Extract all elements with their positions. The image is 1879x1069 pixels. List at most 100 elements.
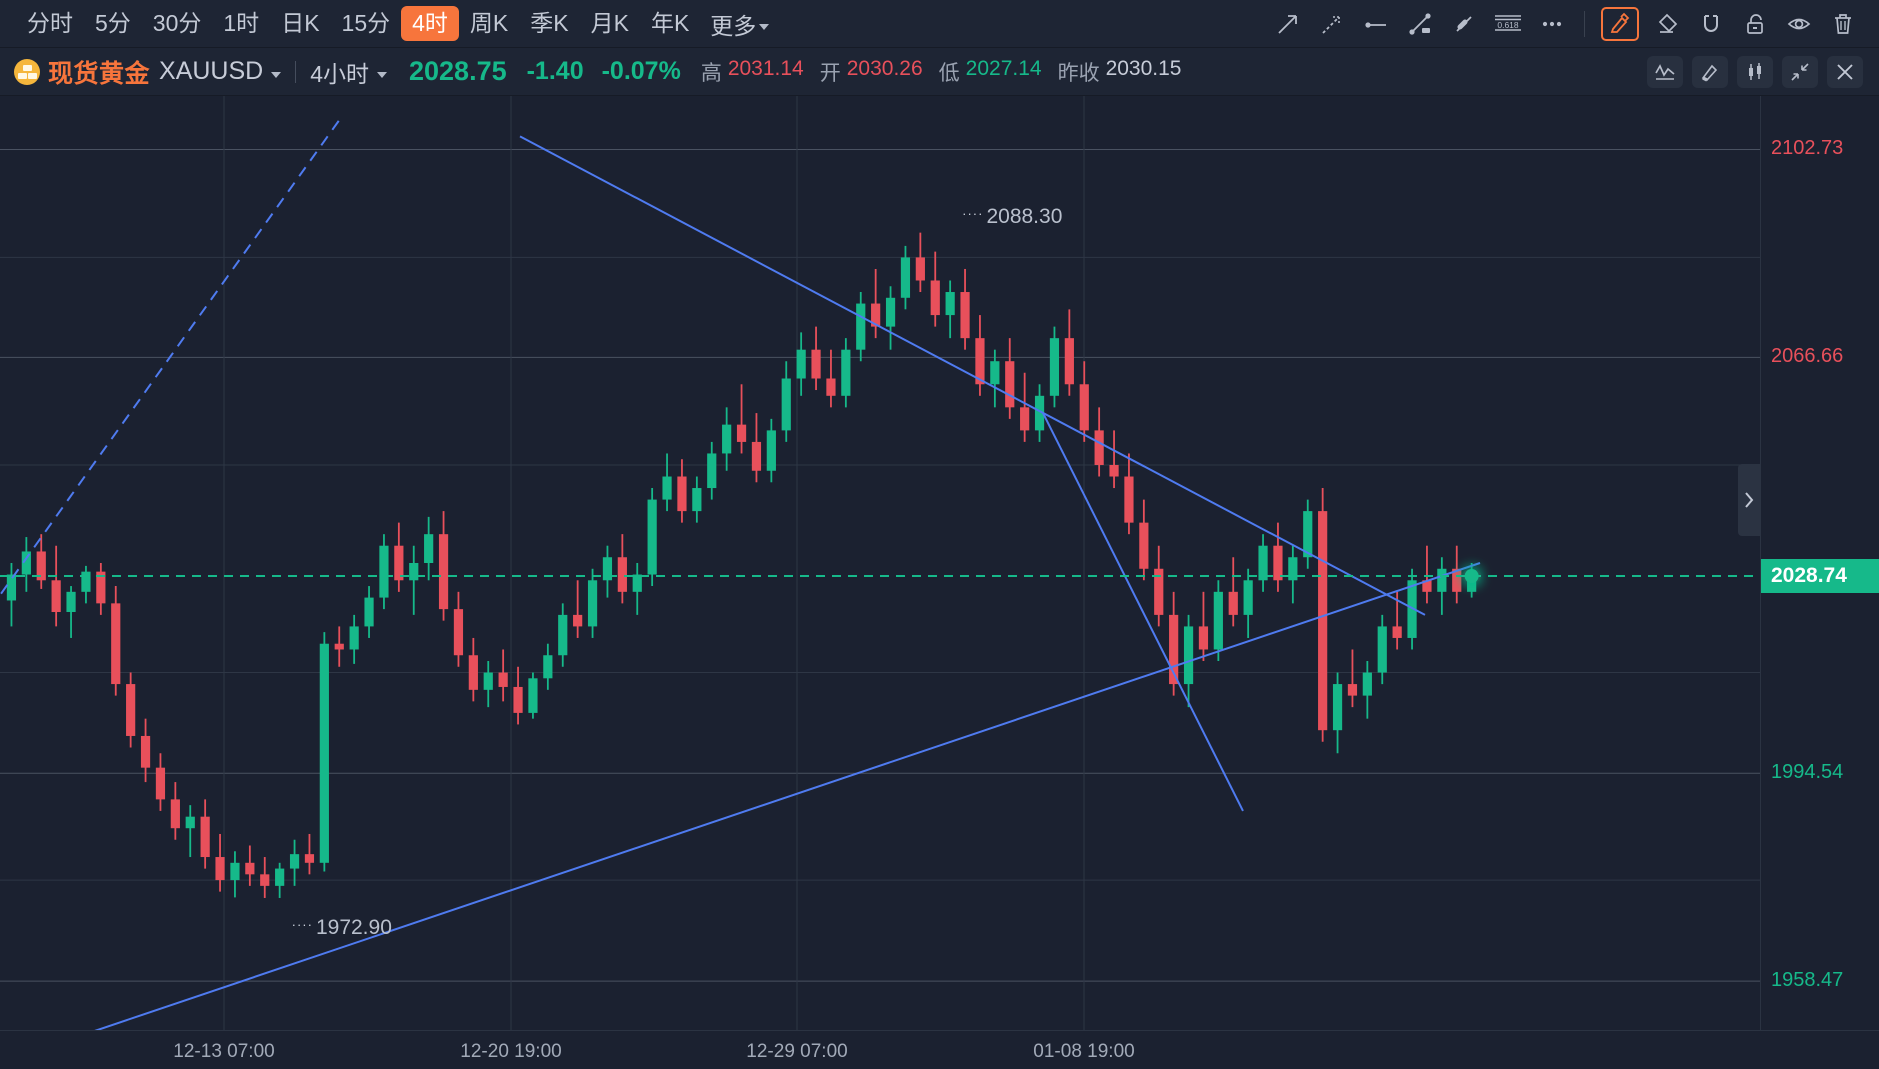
price-axis[interactable]: 2102.73 2066.66 1994.54 1958.47 2028.74	[1760, 96, 1879, 1069]
ohlc-stats: 高 2031.14 开 2030.26 低 2027.14 昨收 2030.15	[701, 57, 1191, 87]
candle-body	[6, 574, 17, 601]
candle-body	[736, 424, 747, 442]
period-chevron-down-icon[interactable]	[377, 71, 387, 78]
close-icon[interactable]	[1827, 55, 1863, 88]
candle-body	[871, 303, 881, 327]
timeframe-0[interactable]: 分时	[27, 10, 73, 36]
fibonacci-icon[interactable]: 0.618	[1486, 4, 1530, 44]
eraser-icon[interactable]	[1645, 4, 1689, 44]
candle-body	[349, 626, 359, 650]
price-tick-0: 2102.73	[1771, 137, 1844, 160]
panel-expand-button[interactable]	[1738, 464, 1760, 536]
more-dots-icon[interactable]	[1530, 4, 1574, 44]
timeframe-10[interactable]: 年K	[650, 10, 690, 36]
candle-body	[1094, 430, 1104, 465]
candle-body	[617, 557, 627, 592]
candle-body	[945, 292, 955, 316]
candle-series	[6, 232, 1477, 898]
candle-body	[1452, 568, 1462, 592]
candle-body	[662, 476, 672, 500]
last-price: 2028.75	[409, 56, 507, 86]
timeframe-7[interactable]: 周K	[469, 10, 509, 36]
timeframe-3[interactable]: 1时	[223, 10, 260, 36]
gold-bars-icon	[14, 58, 40, 85]
indicator-icon[interactable]	[1647, 55, 1683, 88]
annotation-low-label: ···· 1972.90	[292, 916, 392, 940]
candle-body	[304, 854, 315, 863]
candle-body	[990, 361, 1000, 385]
segment-rect-icon[interactable]	[1398, 4, 1442, 44]
timeframe-6[interactable]: 4时	[401, 6, 459, 41]
timeframe-4[interactable]: 日K	[281, 10, 320, 36]
symbol-code: XAUUSD	[159, 57, 264, 85]
candle-body	[677, 476, 687, 512]
candle-body	[126, 684, 136, 736]
candle-body	[1213, 591, 1223, 650]
chart-area[interactable]: 2102.73 2066.66 1994.54 1958.47 2028.74 12-1…	[0, 96, 1879, 1069]
time-tick-1: 12-20 19:00	[460, 1041, 562, 1062]
current-price-marker	[1464, 569, 1479, 584]
candle-body	[170, 799, 180, 829]
edit-pencil-icon[interactable]	[1601, 6, 1639, 41]
trendline-breakdown-line[interactable]	[1042, 412, 1244, 812]
candle-body	[573, 614, 583, 627]
stat-value-3: 2030.15	[1105, 56, 1182, 80]
stat-label-3: 昨收	[1057, 61, 1100, 85]
stat-0: 高 2031.14	[701, 57, 804, 87]
candle-body	[513, 686, 523, 713]
candle-body	[1109, 464, 1119, 477]
trash-icon[interactable]	[1821, 4, 1865, 44]
candle-body	[900, 257, 911, 298]
symbol-chevron-down-icon[interactable]	[271, 71, 282, 78]
trend-arrow-icon[interactable]	[1266, 4, 1310, 44]
trendline-dashed-uptrend[interactable]	[0, 118, 341, 609]
chevron-down-icon	[759, 23, 770, 30]
timeframe-1[interactable]: 5分	[95, 10, 131, 36]
magnet-icon[interactable]	[1689, 4, 1733, 44]
stat-value-0: 2031.14	[727, 56, 804, 80]
parallel-channel-icon[interactable]	[1442, 4, 1486, 44]
candle-body	[1198, 626, 1209, 650]
chart-actions-group	[1647, 55, 1879, 88]
candle-body	[1437, 568, 1447, 592]
candle-body	[1124, 476, 1134, 523]
candle-body	[587, 580, 598, 627]
candle-body	[781, 378, 791, 431]
current-price-badge: 2028.74	[1761, 559, 1879, 594]
candle-body	[155, 767, 166, 800]
timeframe-5[interactable]: 15分	[341, 10, 391, 36]
candle-body	[111, 603, 121, 685]
annotation-value-0: 2088.30	[986, 204, 1063, 228]
candle-body	[319, 643, 329, 863]
more-timeframes-button[interactable]: 更多	[700, 1, 779, 47]
candle-body	[1005, 361, 1015, 408]
candle-body	[185, 816, 195, 829]
candle-body	[81, 571, 91, 592]
price-tick-2: 1994.54	[1771, 761, 1844, 784]
price-tick-3: 1958.47	[1771, 969, 1844, 992]
time-axis[interactable]: 12-13 07:00 12-20 19:00 12-29 07:00 01-08 1…	[0, 1030, 1879, 1069]
candle-body	[453, 609, 464, 656]
draw-pencil-icon[interactable]	[1692, 55, 1728, 88]
lock-icon[interactable]	[1733, 4, 1777, 44]
trendline-descending-resistance[interactable]	[519, 135, 1426, 616]
candle-body	[275, 868, 285, 886]
candle-body	[707, 453, 717, 489]
top-toolbar: 分时 5分 30分 1时 日K 15分 4时 周K 季K 月K 年K 更多	[0, 0, 1879, 48]
eye-icon[interactable]	[1777, 4, 1821, 44]
stat-2: 低 2027.14	[939, 57, 1042, 87]
candle-body	[1332, 684, 1343, 731]
candle-body	[1422, 580, 1432, 592]
candlestick-type-icon[interactable]	[1737, 55, 1773, 88]
timeframe-2[interactable]: 30分	[152, 10, 202, 36]
timeframe-9[interactable]: 月K	[590, 10, 629, 36]
timeframe-8[interactable]: 季K	[530, 10, 569, 36]
horizontal-ray-icon[interactable]	[1354, 4, 1398, 44]
trendline-ascending-support[interactable]	[0, 562, 1481, 1065]
collapse-icon[interactable]	[1782, 55, 1818, 88]
candle-body	[1318, 511, 1328, 731]
candle-body	[230, 862, 240, 881]
dashed-arrow-icon[interactable]	[1310, 4, 1354, 44]
period-label: 4小时	[310, 60, 369, 87]
